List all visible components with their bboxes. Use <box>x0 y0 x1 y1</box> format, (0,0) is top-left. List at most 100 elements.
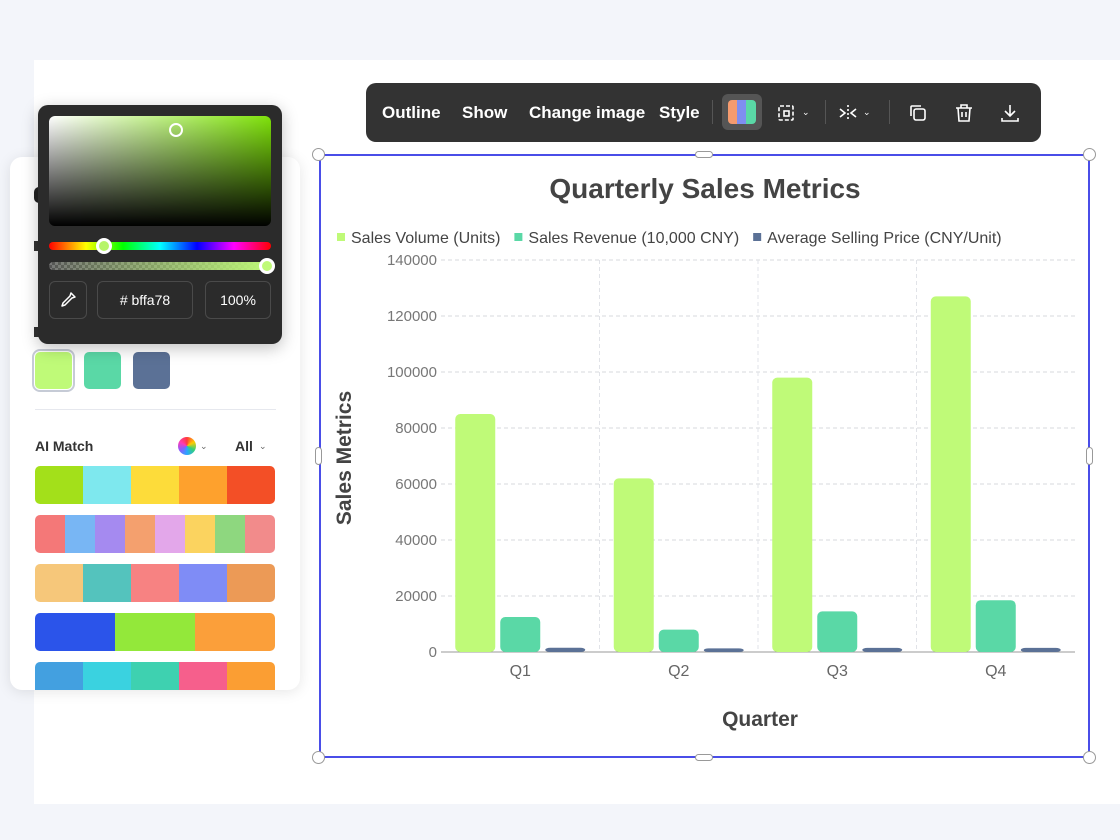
color-wheel-icon[interactable] <box>178 437 196 455</box>
download-icon[interactable] <box>998 101 1022 125</box>
chart-toolbar: Outline Show Change image Style ⌄ ⌄ <box>366 83 1041 142</box>
bar-q4-series-1[interactable] <box>930 296 971 652</box>
palette-color <box>131 564 179 602</box>
hue-handle[interactable] <box>96 238 112 254</box>
palette-color <box>35 564 83 602</box>
bar-chart: Quarterly Sales Metrics Quarter Sales Me… <box>333 173 1075 731</box>
saturation-area[interactable] <box>49 116 271 226</box>
palette-icon <box>728 100 737 124</box>
toolbar-separator <box>825 100 826 124</box>
legend-label[interactable]: Average Selling Price (CNY/Unit) <box>767 230 1001 247</box>
palette-option[interactable] <box>35 466 275 504</box>
legend-label[interactable]: Sales Volume (Units) <box>351 230 500 247</box>
palette-color <box>115 613 195 651</box>
palette-color <box>83 564 131 602</box>
chevron-down-icon[interactable]: ⌄ <box>259 441 267 451</box>
palette-option[interactable] <box>35 564 275 602</box>
style-button[interactable]: Style <box>659 103 700 122</box>
y-axis-label: Sales Metrics <box>333 391 356 525</box>
opacity-input[interactable]: 100% <box>205 281 271 319</box>
palette-color <box>35 466 83 504</box>
bar-q1-series-1[interactable] <box>455 414 496 652</box>
color-swatch-2[interactable] <box>84 352 121 389</box>
y-tick-label: 120000 <box>387 308 437 325</box>
bar-q3-series-3[interactable] <box>862 647 903 652</box>
flip-icon[interactable] <box>836 101 860 125</box>
bar-q2-series-1[interactable] <box>613 478 654 652</box>
legend-marker <box>514 233 523 241</box>
bar-q2-series-3[interactable] <box>703 648 744 652</box>
opacity-handle[interactable] <box>259 258 275 274</box>
color-swatch-3[interactable] <box>133 352 170 389</box>
bar-q3-series-1[interactable] <box>772 377 813 652</box>
chart-title: Quarterly Sales Metrics <box>549 173 860 204</box>
bar-q3-series-2[interactable] <box>817 611 858 652</box>
chevron-down-icon[interactable]: ⌄ <box>863 107 871 117</box>
palette-color <box>227 466 275 504</box>
palette-option[interactable] <box>35 515 275 553</box>
bar-q2-series-2[interactable] <box>658 629 699 652</box>
palette-color <box>179 466 227 504</box>
bar-q1-series-3[interactable] <box>545 647 586 652</box>
resize-handle-bottom[interactable] <box>695 754 713 761</box>
delete-icon[interactable] <box>952 101 976 125</box>
palette-option[interactable] <box>35 613 275 651</box>
bar-q1-series-2[interactable] <box>500 617 541 652</box>
palette-color <box>179 662 227 690</box>
eyedropper-icon <box>61 292 76 307</box>
panel-label-fragment <box>34 241 40 251</box>
y-tick-label: 20000 <box>395 588 437 605</box>
palette-color <box>215 515 245 553</box>
palette-color <box>155 515 185 553</box>
chevron-down-icon[interactable]: ⌄ <box>802 107 810 117</box>
resize-handle-top-right[interactable] <box>1083 148 1096 161</box>
y-tick-label: 80000 <box>395 420 437 437</box>
opacity-slider[interactable] <box>49 262 271 270</box>
x-tick-label: Q1 <box>510 663 531 680</box>
resize-handle-top-left[interactable] <box>312 148 325 161</box>
color-swatch-1[interactable] <box>32 349 75 392</box>
palette-color <box>227 662 275 690</box>
palette-color <box>65 515 95 553</box>
toolbar-separator <box>712 100 713 124</box>
hex-input[interactable]: # bffa78 <box>97 281 193 319</box>
y-tick-label: 40000 <box>395 532 437 549</box>
legend-label[interactable]: Sales Revenue (10,000 CNY) <box>528 230 739 247</box>
resize-handle-bottom-left[interactable] <box>312 751 325 764</box>
bar-q4-series-2[interactable] <box>975 600 1016 652</box>
change-image-button[interactable]: Change image <box>529 103 646 122</box>
palette-color <box>35 515 65 553</box>
palette-color <box>35 613 115 651</box>
palette-color <box>179 564 227 602</box>
ai-match-label: AI Match <box>35 438 94 454</box>
resize-handle-top[interactable] <box>695 151 713 158</box>
palette-option[interactable] <box>35 662 275 690</box>
saturation-handle[interactable] <box>169 123 183 137</box>
palette-color <box>195 613 275 651</box>
toolbar-separator <box>889 100 890 124</box>
x-tick-label: Q2 <box>668 663 689 680</box>
copy-icon[interactable] <box>906 101 930 125</box>
eyedropper-button[interactable] <box>49 281 87 319</box>
x-tick-label: Q4 <box>985 663 1006 680</box>
outline-button[interactable]: Outline <box>382 103 441 122</box>
show-button[interactable]: Show <box>462 103 508 122</box>
bar-q4-series-3[interactable] <box>1020 647 1061 652</box>
ai-match-row: AI Match ⌄ All ⌄ <box>35 437 275 457</box>
x-axis-label: Quarter <box>722 708 798 731</box>
palette-icon-seg <box>737 100 746 124</box>
legend-marker <box>337 233 345 241</box>
layout-icon[interactable] <box>776 101 800 125</box>
palette-color <box>125 515 155 553</box>
y-tick-label: 60000 <box>395 476 437 493</box>
hue-slider[interactable] <box>49 242 271 250</box>
legend-marker <box>753 233 762 241</box>
panel-label-fragment <box>34 327 40 337</box>
resize-handle-left[interactable] <box>315 447 322 465</box>
chevron-down-icon[interactable]: ⌄ <box>200 441 208 451</box>
resize-handle-right[interactable] <box>1086 447 1093 465</box>
filter-dropdown[interactable]: All <box>235 438 253 454</box>
resize-handle-bottom-right[interactable] <box>1083 751 1096 764</box>
palette-button[interactable] <box>722 94 762 130</box>
palette-color <box>131 662 179 690</box>
